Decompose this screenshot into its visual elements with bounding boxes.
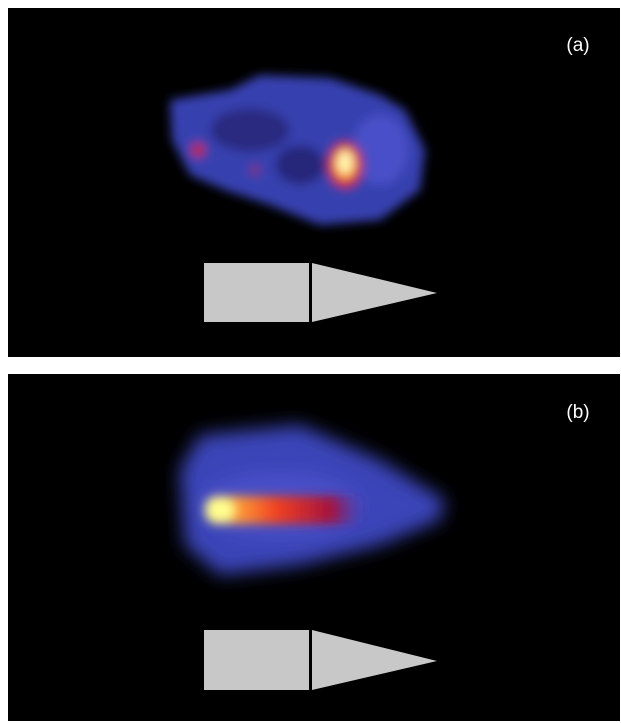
panel-label: (b)	[566, 402, 589, 423]
page: {"panels": [{"label": "(a)"}, {"label": …	[0, 0, 621, 723]
body-shape	[204, 263, 309, 322]
panel-b: (b)	[8, 374, 620, 721]
panel-label: (a)	[566, 35, 589, 56]
hot-streak	[205, 496, 365, 524]
panel-a: (a)	[8, 8, 620, 357]
body-shape	[204, 630, 309, 690]
figure: (a) (b)	[0, 0, 621, 723]
